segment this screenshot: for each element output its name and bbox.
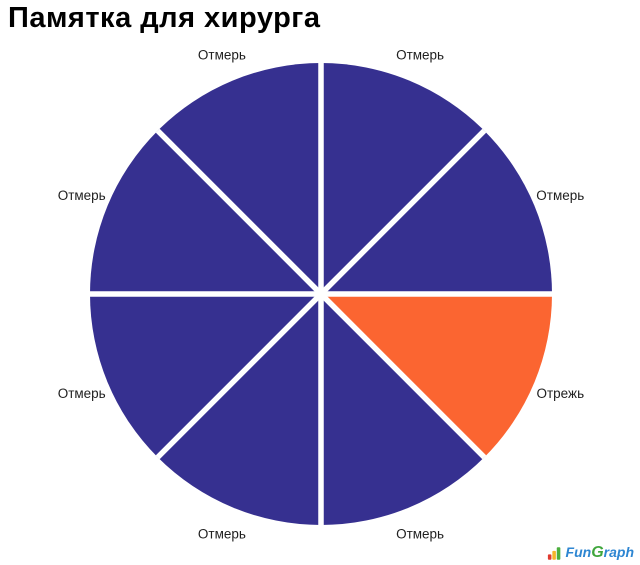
logo-text-fun: Fun <box>565 544 592 560</box>
slice-label-3: Отмерь <box>396 526 444 541</box>
pie-slice-1 <box>321 130 552 294</box>
pie-slice-2 <box>321 294 552 458</box>
slice-label-2: Отрежь <box>536 386 584 401</box>
pie-slice-5 <box>90 294 321 458</box>
slice-label-4: Отмерь <box>198 526 246 541</box>
slice-separator <box>319 128 487 296</box>
slice-label-6: Отмерь <box>58 188 106 203</box>
slice-separator <box>155 128 323 296</box>
logo-text: FunGraph <box>566 545 634 561</box>
pie-slice-7 <box>157 63 321 294</box>
pie-slice-0 <box>321 63 485 294</box>
slice-label-5: Отмерь <box>58 386 106 401</box>
pie-slice-3 <box>321 294 485 525</box>
pie-slice-6 <box>90 130 321 294</box>
slice-separator <box>155 292 323 460</box>
pie-slice-4 <box>157 294 321 525</box>
slice-label-1: Отмерь <box>536 188 584 203</box>
fungraph-logo: FunGraph <box>547 545 634 561</box>
slice-label-7: Отмерь <box>198 48 246 63</box>
logo-text-raph: raph <box>603 544 634 560</box>
chart-title: Памятка для хирурга <box>8 2 321 34</box>
slice-label-0: Отмерь <box>396 48 444 63</box>
logo-text-g: G <box>591 544 604 561</box>
slice-separator <box>319 292 487 460</box>
bar-chart-icon <box>547 547 560 560</box>
